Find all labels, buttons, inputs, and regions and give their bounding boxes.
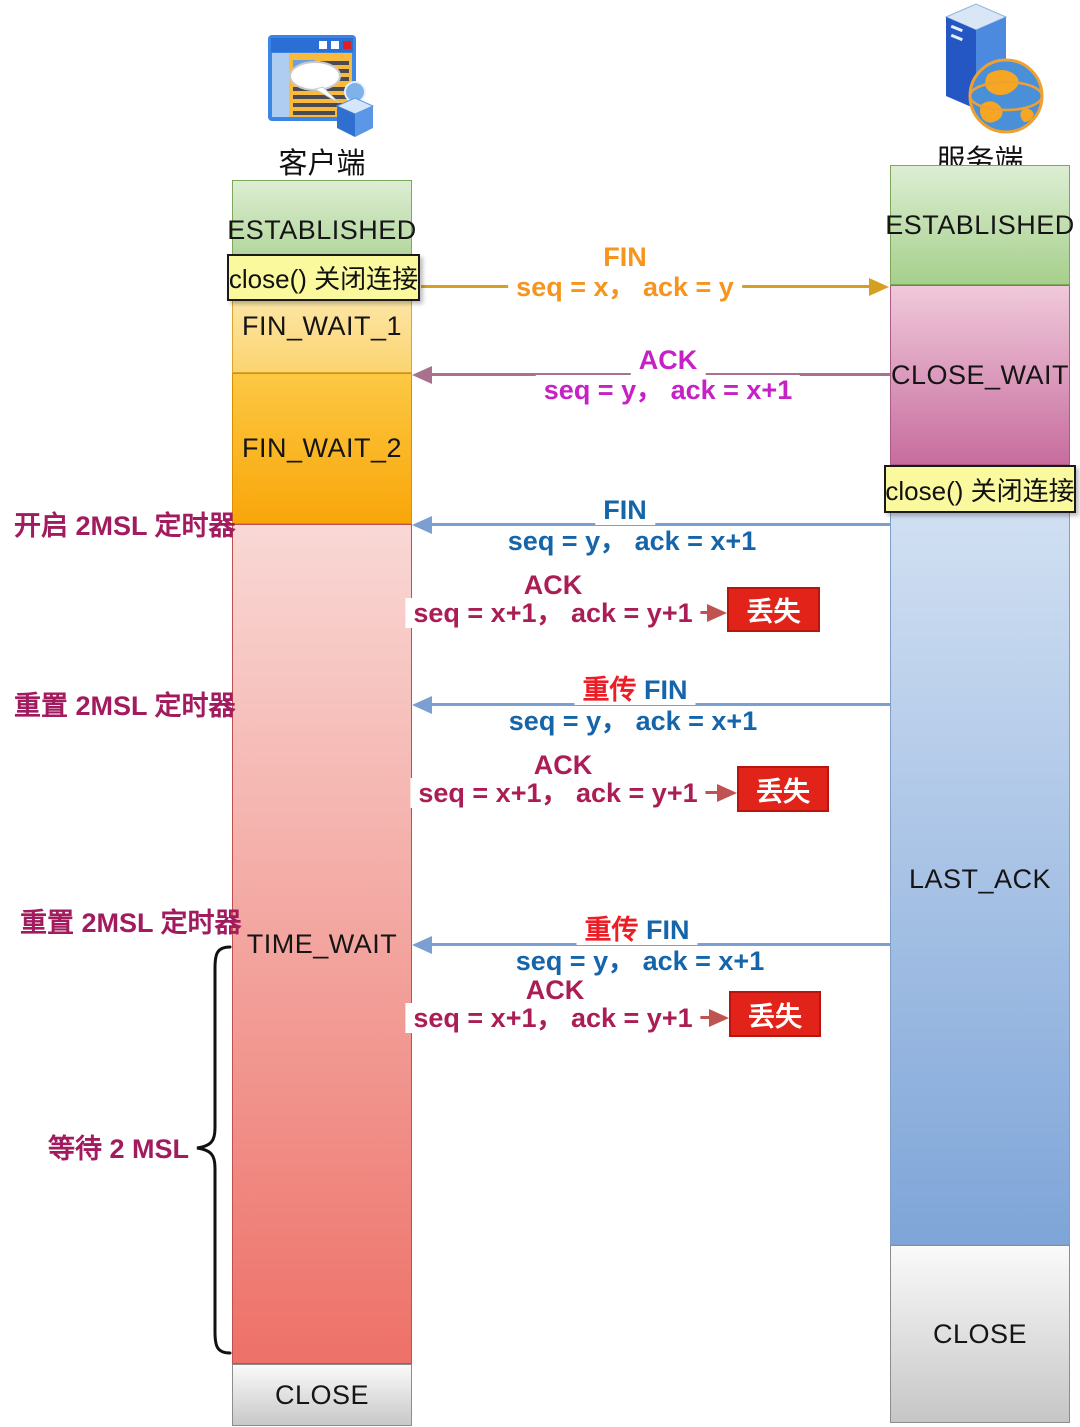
annotation-reset-2msl-timer-1: 重置 2MSL 定时器 <box>14 691 236 721</box>
annotation-reset-2msl-timer-2: 重置 2MSL 定时器 <box>20 908 242 938</box>
lost-badge: 丢失 <box>727 587 820 632</box>
fin-label: FIN <box>646 915 690 945</box>
message-seq: seq = y， ack = x+1 <box>535 375 801 405</box>
message-seq: seq = x+1， ack = y+1 <box>405 598 701 628</box>
message-seq: seq = x+1， ack = y+1 <box>405 1003 701 1033</box>
fin-label: FIN <box>644 675 688 705</box>
client-state-fin-wait-2: FIN_WAIT_2 <box>232 373 412 524</box>
message-title: 重传 FIN <box>576 915 698 945</box>
message-title: ACK <box>515 570 591 600</box>
message-title: ACK <box>525 750 601 780</box>
arrowhead-left-icon <box>412 366 432 384</box>
server-state-close: CLOSE <box>890 1245 1070 1423</box>
arrowhead-left-icon <box>412 936 432 954</box>
message-seq: seq = y， ack = x+1 <box>499 526 765 556</box>
retransmit-label: 重传 <box>582 675 637 705</box>
server-state-established: ESTABLISHED <box>885 165 1074 285</box>
client-close-note: close() 关闭连接 <box>227 254 420 301</box>
wait-2msl-brace-icon <box>196 945 232 1355</box>
arrowhead-left-icon <box>412 516 432 534</box>
message-title: FIN <box>595 242 655 272</box>
server-close-note: close() 关闭连接 <box>884 465 1076 513</box>
retransmit-label: 重传 <box>584 915 639 945</box>
client-title: 客户端 <box>278 148 366 180</box>
message-title: FIN <box>595 495 655 525</box>
server-globe-icon <box>944 3 1044 134</box>
message-title: 重传 FIN <box>574 675 696 705</box>
arrowhead-right-icon <box>869 278 889 296</box>
lost-badge: 丢失 <box>737 766 829 812</box>
message-title: ACK <box>630 345 706 375</box>
arrowhead-right-icon <box>707 604 727 622</box>
message-seq: seq = x+1， ack = y+1 <box>410 778 706 808</box>
arrowhead-right-icon <box>717 784 737 802</box>
server-state-close-wait: CLOSE_WAIT <box>890 285 1070 465</box>
message-title: ACK <box>517 975 593 1005</box>
client-state-close: CLOSE <box>232 1364 412 1426</box>
client-browser-icon <box>268 35 375 137</box>
annotation-start-2msl-timer: 开启 2MSL 定时器 <box>14 511 236 541</box>
message-seq: seq = y， ack = x+1 <box>500 706 766 736</box>
lost-badge: 丢失 <box>729 991 821 1037</box>
annotation-wait-2msl: 等待 2 MSL <box>48 1134 190 1164</box>
arrowhead-left-icon <box>412 696 432 714</box>
message-seq: seq = x， ack = y <box>508 272 742 302</box>
server-state-last-ack: LAST_ACK <box>890 465 1070 1245</box>
client-state-time-wait: TIME_WAIT <box>232 524 412 1364</box>
arrow-line <box>432 523 890 526</box>
arrowhead-right-icon <box>709 1009 729 1027</box>
message-seq: seq = y， ack = x+1 <box>507 946 773 976</box>
